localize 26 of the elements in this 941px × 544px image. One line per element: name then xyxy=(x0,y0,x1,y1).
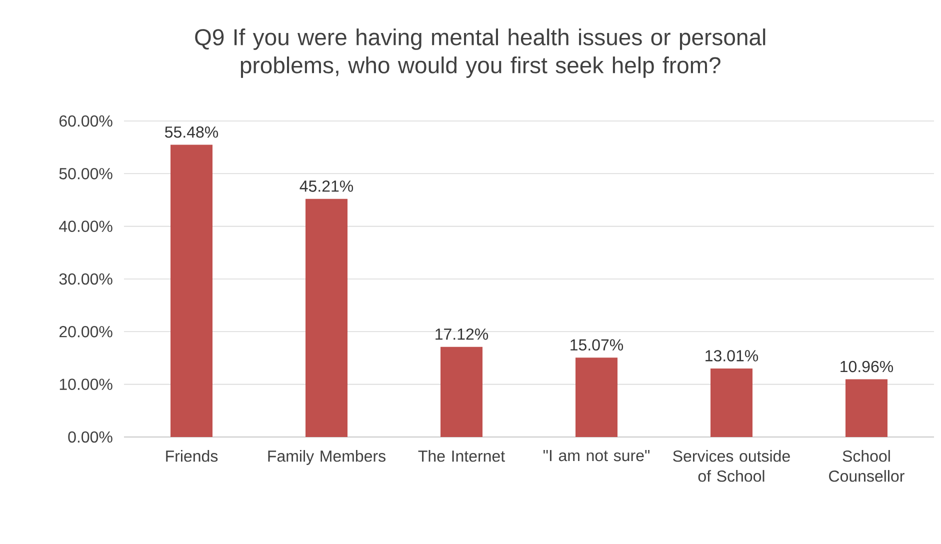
x-tick-label: Friends xyxy=(166,450,218,462)
bar xyxy=(306,198,348,437)
chart-title: Q9 If you were having mental health issues or personal problems, who would you first seek help from? xyxy=(195,28,766,78)
data-label: 15.07% xyxy=(570,339,624,351)
x-tick-label: School Counsellor xyxy=(829,450,904,482)
bar xyxy=(845,379,888,437)
y-tick-label: 60.00% xyxy=(59,115,112,127)
y-tick-label: 40.00% xyxy=(59,220,112,232)
data-label: 13.01% xyxy=(706,350,758,362)
bar xyxy=(440,346,482,437)
x-tick-label: "I am not sure" xyxy=(543,450,650,462)
data-label: 10.96% xyxy=(840,360,894,372)
data-label: 55.48% xyxy=(165,126,218,138)
y-tick-label: 10.00% xyxy=(60,378,112,390)
x-tick-label: Services outside of School xyxy=(673,450,790,482)
x-tick-label: Family Members xyxy=(268,450,386,465)
y-tick-label: 30.00% xyxy=(59,273,112,285)
bar xyxy=(170,144,213,437)
data-label: 45.21% xyxy=(300,180,354,192)
y-tick-label: 0.00% xyxy=(68,431,112,443)
x-tick-label: The Internet xyxy=(418,450,505,462)
bar xyxy=(575,358,618,437)
y-tick-label: 50.00% xyxy=(59,168,112,180)
y-tick-label: 20.00% xyxy=(59,326,112,338)
bar xyxy=(710,368,752,437)
data-label: 17.12% xyxy=(436,328,488,340)
